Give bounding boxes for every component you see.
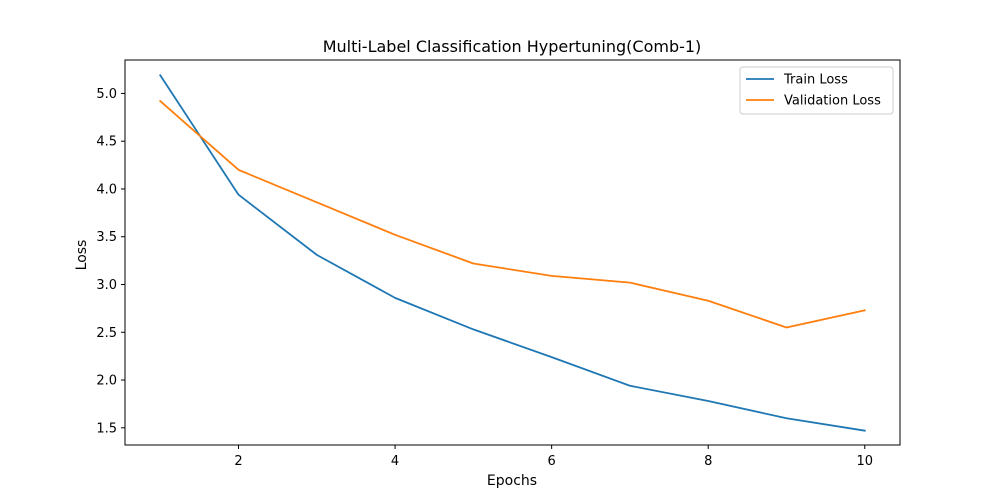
x-tick-label: 2 bbox=[234, 454, 242, 469]
y-tick-label: 5.0 bbox=[96, 87, 117, 102]
y-tick-label: 2.5 bbox=[96, 326, 117, 341]
chart-title: Multi-Label Classification Hypertuning(C… bbox=[323, 37, 702, 56]
y-tick-label: 4.0 bbox=[96, 182, 117, 197]
plot-frame bbox=[124, 59, 901, 446]
y-tick-label: 4.5 bbox=[96, 135, 117, 150]
x-tick-label: 8 bbox=[704, 454, 712, 469]
y-tick-label: 3.0 bbox=[96, 278, 117, 293]
x-axis: 2 4 6 8 10 bbox=[234, 445, 873, 469]
x-tick-label: 10 bbox=[856, 454, 873, 469]
plot-area bbox=[124, 59, 901, 446]
y-tick-label: 3.5 bbox=[96, 230, 117, 245]
y-axis: 1.5 2.0 2.5 3.0 3.5 4.0 4.5 5.0 bbox=[96, 87, 125, 436]
y-axis-label: Loss bbox=[74, 240, 90, 271]
series-line-validation-loss bbox=[158, 99, 866, 329]
x-axis-label: Epochs bbox=[487, 473, 537, 489]
y-tick-label: 1.5 bbox=[96, 421, 117, 436]
series-line-train-loss bbox=[158, 74, 866, 432]
legend-entry-label: Validation Loss bbox=[784, 94, 881, 109]
series-lines bbox=[158, 74, 866, 432]
x-tick-label: 4 bbox=[391, 454, 399, 469]
legend-box bbox=[739, 66, 894, 115]
legend: Train Loss Validation Loss bbox=[739, 66, 894, 115]
y-tick-label: 2.0 bbox=[96, 374, 117, 389]
legend-entry-label: Train Loss bbox=[783, 73, 848, 88]
x-tick-label: 6 bbox=[548, 454, 556, 469]
